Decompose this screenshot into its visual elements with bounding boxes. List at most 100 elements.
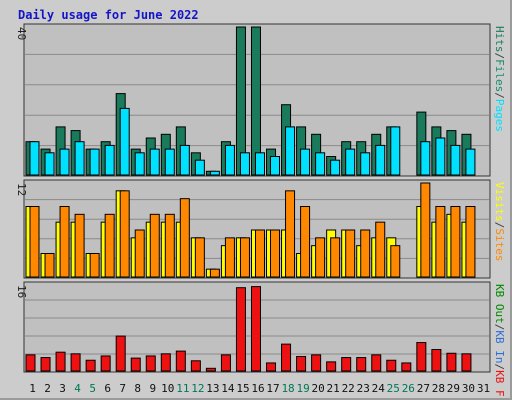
- bar-sites: [390, 245, 401, 278]
- bar-pages: [179, 144, 190, 176]
- bar-sites: [360, 229, 371, 278]
- bar-pages: [59, 148, 70, 176]
- bar-kb-f: [145, 355, 156, 372]
- legend-item: Visits: [493, 182, 506, 222]
- day-label: 28: [432, 382, 445, 395]
- bar-pages: [360, 152, 371, 176]
- bar-sites: [450, 206, 461, 278]
- day-label: 25: [387, 382, 400, 395]
- bar-kb-f: [235, 287, 246, 372]
- bar-pages: [375, 144, 386, 176]
- bar-kb-f: [40, 357, 51, 372]
- day-label: 6: [104, 382, 111, 395]
- bar-pages: [239, 152, 250, 176]
- bar-pages: [89, 148, 100, 176]
- day-label: 22: [342, 382, 355, 395]
- day-label: 12: [191, 382, 204, 395]
- day-label: 3: [59, 382, 66, 395]
- bar-sites: [330, 237, 341, 278]
- legend-separator: /: [493, 222, 506, 229]
- bar-kb-f: [25, 354, 36, 372]
- day-label: 13: [206, 382, 219, 395]
- bar-sites: [134, 229, 145, 278]
- day-label: 17: [266, 382, 279, 395]
- day-label: 8: [134, 382, 141, 395]
- day-label: 31: [477, 382, 490, 395]
- legend-middle: Visits/Sites: [493, 182, 506, 262]
- bar-sites: [345, 229, 356, 278]
- bar-kb-f: [356, 357, 367, 372]
- bar-kb-f: [85, 359, 96, 372]
- bar-sites: [315, 237, 326, 278]
- bar-kb-f: [175, 350, 186, 372]
- day-label: 9: [149, 382, 156, 395]
- bar-pages: [149, 148, 160, 176]
- bar-kb-f: [205, 367, 216, 372]
- bar-kb-f: [326, 361, 337, 372]
- bar-kb-f: [160, 353, 171, 372]
- bar-pages: [119, 107, 130, 176]
- bar-kb-f: [341, 357, 352, 372]
- bar-sites: [44, 253, 55, 278]
- day-label: 11: [176, 382, 189, 395]
- bar-pages: [315, 152, 326, 176]
- bar-sites: [420, 182, 431, 278]
- bar-kb-f: [446, 352, 457, 372]
- bar-sites: [375, 221, 386, 278]
- bar-pages: [420, 141, 431, 176]
- bar-pages: [390, 126, 401, 176]
- bar-kb-f: [371, 354, 382, 372]
- legend-separator: /: [493, 92, 506, 99]
- bar-sites: [239, 237, 250, 278]
- legend-separator: /: [493, 53, 506, 60]
- bar-sites: [254, 229, 265, 278]
- bar-sites: [465, 206, 476, 278]
- bar-kb-f: [220, 354, 231, 372]
- day-label: 19: [296, 382, 309, 395]
- bar-pages: [285, 126, 296, 176]
- bar-pages: [270, 156, 281, 176]
- day-label: 20: [312, 382, 325, 395]
- bar-pages: [330, 159, 341, 176]
- legend-top: Hits/Files/Pages: [493, 26, 506, 132]
- bar-sites: [59, 206, 70, 278]
- bar-sites: [164, 213, 175, 278]
- bar-pages: [465, 148, 476, 176]
- legend-item: KB In: [493, 330, 506, 363]
- day-label: 5: [89, 382, 96, 395]
- bar-pages: [345, 148, 356, 176]
- day-label: 26: [402, 382, 415, 395]
- bar-kb-f: [401, 362, 412, 372]
- bar-sites: [300, 206, 311, 278]
- bar-pages: [254, 152, 265, 176]
- bar-pages: [29, 141, 40, 176]
- bar-kb-f: [386, 359, 397, 372]
- day-label: 29: [447, 382, 460, 395]
- day-label: 16: [251, 382, 264, 395]
- bar-pages: [194, 159, 205, 176]
- day-label: 14: [221, 382, 235, 395]
- day-label: 10: [161, 382, 174, 395]
- legend-bottom: KB Out/KB In/KB F: [493, 284, 506, 397]
- bar-kb-f: [250, 286, 261, 372]
- day-label: 7: [119, 382, 126, 395]
- bar-sites: [224, 237, 235, 278]
- bar-pages: [164, 148, 175, 176]
- legend-item: KB Out: [493, 284, 506, 324]
- bar-pages: [74, 141, 85, 176]
- day-label: 18: [281, 382, 294, 395]
- bar-sites: [270, 229, 281, 278]
- day-label: 4: [74, 382, 81, 395]
- bar-sites: [179, 198, 190, 278]
- y-max-label-middle: 12: [15, 183, 28, 196]
- day-label: 30: [462, 382, 475, 395]
- bar-kb-f: [461, 353, 472, 372]
- bar-sites: [209, 268, 220, 278]
- day-label: 2: [44, 382, 51, 395]
- bar-kb-f: [416, 342, 427, 372]
- bar-sites: [149, 213, 160, 278]
- bar-kb-f: [296, 355, 307, 372]
- bar-sites: [104, 213, 115, 278]
- day-label: 1: [29, 382, 36, 395]
